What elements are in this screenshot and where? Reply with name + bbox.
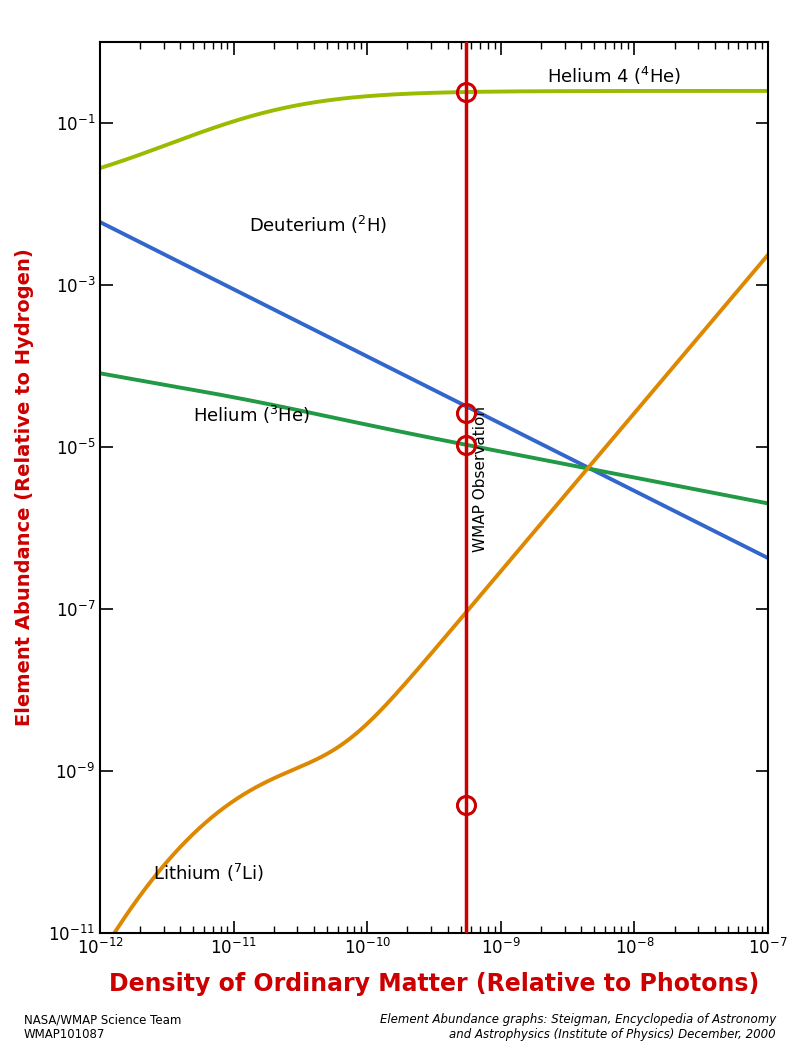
X-axis label: Density of Ordinary Matter (Relative to Photons): Density of Ordinary Matter (Relative to … xyxy=(109,972,759,996)
Y-axis label: Element Abundance (Relative to Hydrogen): Element Abundance (Relative to Hydrogen) xyxy=(15,249,34,726)
Text: WMAP Observation: WMAP Observation xyxy=(473,407,488,552)
Text: Helium ($^{3}$He): Helium ($^{3}$He) xyxy=(194,404,310,426)
Text: Element Abundance graphs: Steigman, Encyclopedia of Astronomy
and Astrophysics (: Element Abundance graphs: Steigman, Ency… xyxy=(380,1013,776,1041)
Text: Lithium ($^{7}$Li): Lithium ($^{7}$Li) xyxy=(153,862,265,884)
Text: Deuterium ($^{2}$H): Deuterium ($^{2}$H) xyxy=(249,214,387,236)
Text: Helium 4 ($^{4}$He): Helium 4 ($^{4}$He) xyxy=(546,65,681,87)
Text: NASA/WMAP Science Team
WMAP101087: NASA/WMAP Science Team WMAP101087 xyxy=(24,1013,182,1041)
